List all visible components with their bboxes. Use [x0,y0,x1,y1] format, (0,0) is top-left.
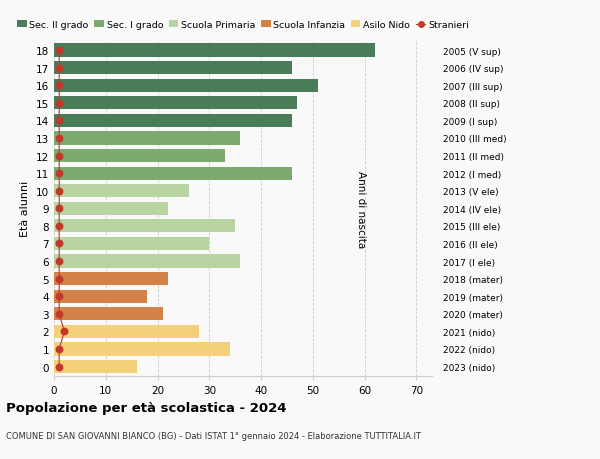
Text: COMUNE DI SAN GIOVANNI BIANCO (BG) - Dati ISTAT 1° gennaio 2024 - Elaborazione T: COMUNE DI SAN GIOVANNI BIANCO (BG) - Dat… [6,431,421,440]
Point [55,82,64,90]
Bar [54,185,188,198]
Point [55,65,64,72]
Point [55,293,64,300]
Text: Popolazione per età scolastica - 2024: Popolazione per età scolastica - 2024 [6,401,287,414]
Point [55,363,64,370]
Point [55,135,64,142]
Bar [54,202,168,215]
Bar [54,167,292,180]
Point [55,188,64,195]
Bar [54,308,163,321]
Bar [54,325,199,338]
Y-axis label: Anni di nascita: Anni di nascita [356,170,365,247]
Bar [54,342,230,356]
Point [55,100,64,107]
Point [55,240,64,247]
Point [55,118,64,125]
Point [55,170,64,178]
Point [55,47,64,55]
Bar [54,150,225,163]
Bar [54,132,241,145]
Bar [54,62,292,75]
Point [55,310,64,318]
Point [55,275,64,283]
Bar [54,360,137,373]
Bar [54,290,147,303]
Bar [54,237,209,251]
Point [55,258,64,265]
Point [59,328,69,336]
Bar [54,79,318,93]
Y-axis label: Età alunni: Età alunni [20,181,31,237]
Bar [54,97,298,110]
Point [55,205,64,213]
Point [55,223,64,230]
Point [55,346,64,353]
Legend: Sec. II grado, Sec. I grado, Scuola Primaria, Scuola Infanzia, Asilo Nido, Stran: Sec. II grado, Sec. I grado, Scuola Prim… [17,21,469,30]
Bar [54,115,292,128]
Bar [54,220,235,233]
Point [55,152,64,160]
Bar [54,45,375,57]
Bar [54,273,168,285]
Bar [54,255,241,268]
